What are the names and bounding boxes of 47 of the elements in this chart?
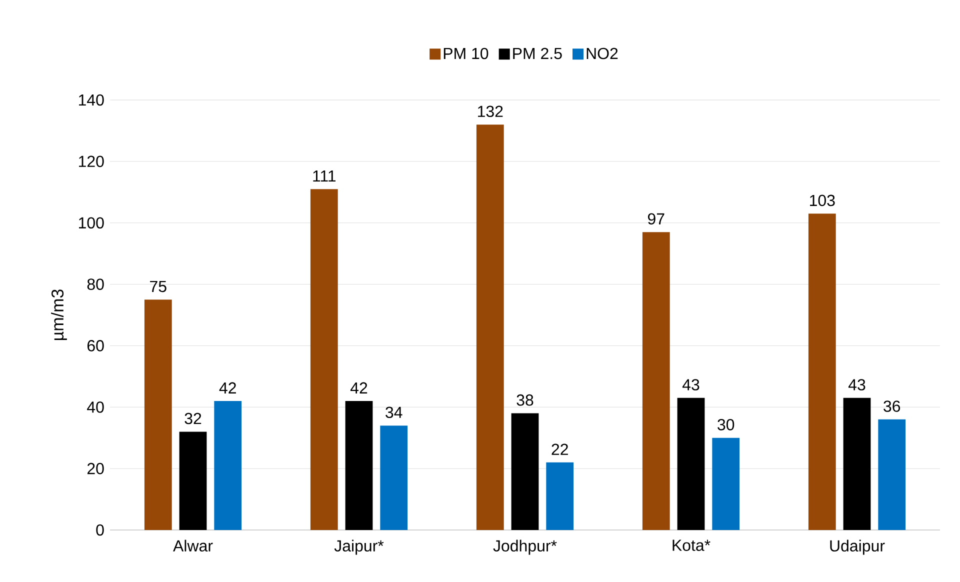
- data-label: 36: [884, 400, 900, 412]
- x-tick-label: Jaipur*: [334, 540, 384, 555]
- y-tick-label: 140: [79, 94, 104, 106]
- x-tick-label: Jodhpur*: [493, 540, 557, 555]
- legend-label: NO2: [586, 48, 618, 60]
- bar: [380, 426, 408, 530]
- bar: [214, 401, 242, 530]
- data-label: 43: [848, 379, 866, 390]
- legend-label: PM 2.5: [513, 48, 562, 60]
- bar: [878, 419, 906, 530]
- data-label: 97: [648, 213, 664, 225]
- data-label: 132: [478, 106, 503, 118]
- x-tick-label: Alwar: [173, 540, 213, 552]
- data-label: 43: [682, 379, 700, 390]
- data-label: 34: [386, 406, 402, 418]
- y-tick-label: 0: [96, 524, 104, 536]
- bar: [144, 300, 172, 530]
- data-label: 103: [810, 194, 835, 206]
- bar: [511, 413, 539, 530]
- x-tick-label: Udaipur: [830, 540, 885, 555]
- y-axis-title: µm/m3: [51, 290, 67, 340]
- data-label: 75: [150, 280, 166, 292]
- bar: [677, 398, 705, 530]
- bar: [546, 462, 574, 530]
- bar: [642, 232, 670, 530]
- bar: [808, 214, 836, 530]
- bar: [310, 189, 338, 530]
- data-label: 22: [552, 444, 568, 455]
- bar: [345, 401, 373, 530]
- y-tick-label: 120: [79, 156, 104, 168]
- bar: [712, 438, 740, 530]
- y-tick-label: 80: [87, 278, 104, 290]
- y-tick-label: 60: [87, 340, 104, 352]
- data-label: 30: [718, 419, 734, 430]
- legend-label: PM 10: [444, 48, 488, 60]
- data-label: 38: [516, 394, 534, 406]
- data-label: 32: [184, 412, 202, 424]
- y-tick-label: 100: [79, 217, 104, 229]
- data-label: 111: [313, 170, 336, 182]
- bar: [179, 432, 207, 530]
- data-label: 42: [219, 382, 236, 394]
- bar: [843, 398, 871, 530]
- data-label: 42: [350, 382, 368, 394]
- bar: [476, 124, 504, 530]
- y-tick-label: 20: [87, 462, 104, 474]
- y-tick-label: 40: [87, 401, 104, 413]
- x-tick-label: Kota*: [672, 540, 710, 551]
